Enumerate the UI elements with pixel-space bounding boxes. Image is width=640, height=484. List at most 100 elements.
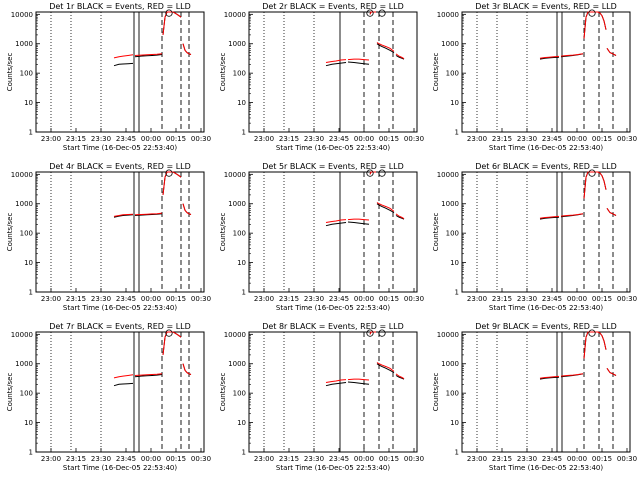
y-axis-label: Counts/sec bbox=[6, 373, 14, 412]
x-tick-label: 23:00 bbox=[254, 135, 274, 143]
x-tick-label: 23:00 bbox=[41, 135, 61, 143]
y-tick-label: 10 bbox=[237, 259, 246, 267]
y-tick-label: 100 bbox=[446, 230, 459, 238]
marker-circle bbox=[588, 9, 596, 17]
y-tick-label: 10 bbox=[24, 99, 33, 107]
y-axis-label: Counts/sec bbox=[219, 373, 227, 412]
x-tick-label: 23:30 bbox=[91, 455, 111, 463]
chart-title: Det 1r BLACK = Events, RED = LLD bbox=[49, 2, 191, 11]
x-tick-label: 00:30 bbox=[404, 455, 424, 463]
y-tick-label: 100 bbox=[20, 390, 33, 398]
x-axis-label: Start Time (16-Dec-05 22:53:40) bbox=[489, 144, 603, 152]
series-lld-segment bbox=[376, 362, 395, 372]
marker-circle bbox=[378, 329, 386, 337]
y-axis-label: Counts/sec bbox=[219, 53, 227, 92]
series-lld-segment bbox=[182, 363, 192, 375]
x-tick-label: 23:00 bbox=[254, 295, 274, 303]
x-tick-label: 00:30 bbox=[404, 295, 424, 303]
series-lld-segment bbox=[606, 368, 617, 376]
chart-panel-3: Det 3r BLACK = Events, RED = LLD 1 10 100 10… bbox=[432, 2, 637, 152]
y-tick-label: 10 bbox=[24, 259, 33, 267]
y-tick-label: 1 bbox=[242, 289, 246, 297]
x-tick-label: 23:30 bbox=[91, 295, 111, 303]
y-tick-label: 1000 bbox=[441, 200, 459, 208]
y-axis-label: Counts/sec bbox=[432, 53, 440, 92]
series-lld-segment bbox=[583, 171, 607, 199]
x-tick-label: 00:15 bbox=[379, 455, 399, 463]
series-events-segment bbox=[134, 374, 163, 378]
x-axis-label: Start Time (16-Dec-05 22:53:40) bbox=[489, 304, 603, 312]
series-events-segment bbox=[113, 62, 134, 67]
series-events-segment bbox=[347, 381, 370, 385]
chart-panel-9: Det 9r BLACK = Events, RED = LLD 1 10 100 10… bbox=[432, 322, 637, 472]
series-events-segment bbox=[113, 382, 134, 387]
chart-title: Det 6r BLACK = Events, RED = LLD bbox=[475, 162, 617, 171]
chart-title: Det 5r BLACK = Events, RED = LLD bbox=[262, 162, 404, 171]
series-lld-segment bbox=[325, 379, 347, 383]
marker-circle bbox=[378, 169, 386, 177]
y-tick-label: 10 bbox=[24, 419, 33, 427]
series-events-segment bbox=[376, 203, 395, 214]
y-tick-label: 10000 bbox=[11, 171, 33, 179]
series-events-segment bbox=[395, 375, 405, 380]
y-tick-label: 1 bbox=[29, 289, 33, 297]
series-events-segment bbox=[583, 331, 607, 359]
x-axis-label: Start Time (16-Dec-05 22:53:40) bbox=[489, 464, 603, 472]
series-events-segment bbox=[539, 216, 560, 220]
x-tick-label: 23:00 bbox=[467, 455, 487, 463]
x-tick-label: 00:15 bbox=[592, 455, 612, 463]
x-tick-label: 00:30 bbox=[617, 295, 637, 303]
x-tick-label: 00:30 bbox=[404, 135, 424, 143]
series-events-segment bbox=[325, 62, 347, 67]
series-lld-segment bbox=[325, 59, 347, 63]
x-axis-label: Start Time (16-Dec-05 22:53:40) bbox=[63, 144, 177, 152]
series-lld-segment bbox=[325, 219, 347, 223]
y-axis-label: Counts/sec bbox=[219, 213, 227, 252]
x-tick-label: 00:15 bbox=[166, 455, 186, 463]
x-tick-label: 23:15 bbox=[66, 455, 86, 463]
y-tick-label: 1 bbox=[29, 129, 33, 137]
series-lld-segment bbox=[606, 48, 617, 56]
x-tick-label: 23:15 bbox=[279, 295, 299, 303]
x-tick-label: 23:15 bbox=[279, 135, 299, 143]
x-tick-label: 23:00 bbox=[41, 455, 61, 463]
series-lld-segment bbox=[395, 373, 405, 380]
y-tick-label: 1 bbox=[455, 289, 459, 297]
x-tick-label: 23:45 bbox=[542, 455, 562, 463]
plot-frame bbox=[461, 331, 631, 453]
x-tick-label: 23:15 bbox=[492, 455, 512, 463]
y-tick-label: 10000 bbox=[437, 11, 459, 19]
y-tick-label: 1 bbox=[455, 129, 459, 137]
chart-title: Det 2r BLACK = Events, RED = LLD bbox=[262, 2, 404, 11]
y-tick-label: 1000 bbox=[15, 40, 33, 48]
series-events-segment bbox=[113, 214, 134, 218]
y-tick-label: 1 bbox=[455, 449, 459, 457]
y-tick-label: 1000 bbox=[228, 200, 246, 208]
y-tick-label: 100 bbox=[20, 70, 33, 78]
y-tick-label: 1000 bbox=[15, 360, 33, 368]
series-events-segment bbox=[395, 55, 405, 60]
plot-frame bbox=[248, 331, 418, 453]
x-tick-label: 00:15 bbox=[592, 295, 612, 303]
series-lld-segment bbox=[560, 213, 584, 217]
series-events-segment bbox=[134, 213, 163, 216]
x-tick-label: 00:15 bbox=[379, 135, 399, 143]
series-lld-segment bbox=[606, 208, 617, 216]
series-lld-segment bbox=[134, 373, 163, 376]
series-lld-segment bbox=[376, 42, 395, 52]
series-lld-segment bbox=[347, 378, 370, 381]
chart-title: Det 7r BLACK = Events, RED = LLD bbox=[49, 322, 191, 331]
x-tick-label: 23:30 bbox=[517, 455, 537, 463]
series-events-segment bbox=[134, 54, 163, 58]
marker-circle bbox=[366, 169, 374, 177]
series-events-segment bbox=[539, 376, 560, 380]
series-lld-segment bbox=[583, 331, 607, 359]
x-tick-label: 00:30 bbox=[191, 455, 211, 463]
y-tick-label: 10 bbox=[237, 419, 246, 427]
y-tick-label: 10000 bbox=[437, 171, 459, 179]
y-tick-label: 10000 bbox=[224, 171, 246, 179]
chart-title: Det 8r BLACK = Events, RED = LLD bbox=[262, 322, 404, 331]
y-tick-label: 10 bbox=[450, 259, 459, 267]
y-tick-label: 1 bbox=[242, 129, 246, 137]
